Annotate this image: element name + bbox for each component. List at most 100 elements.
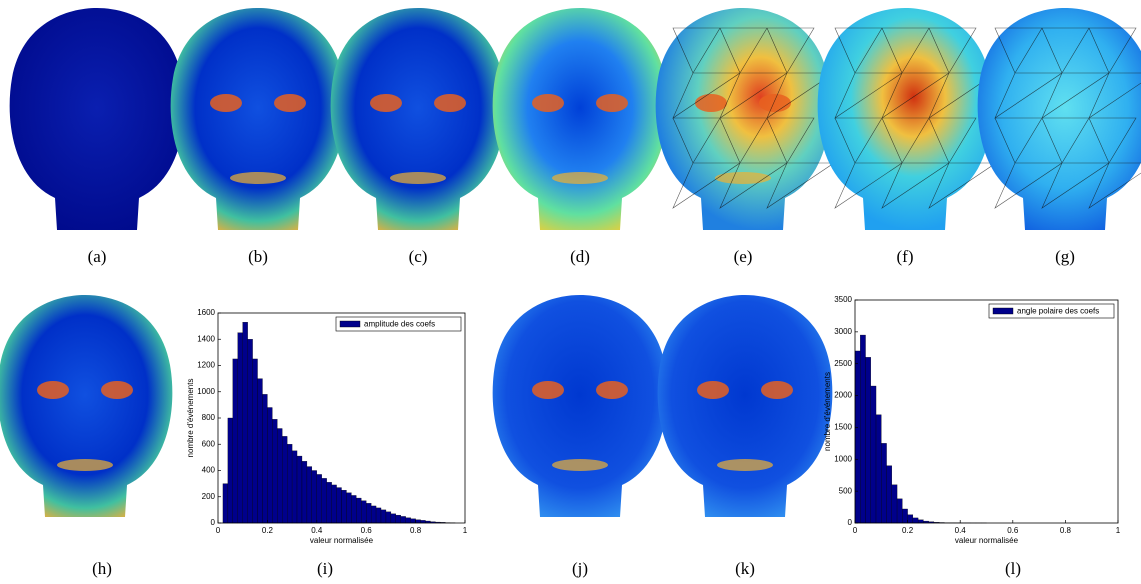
mesh-lines: [834, 27, 997, 209]
face-render: [330, 8, 506, 230]
x-tick-label: 0.2: [262, 526, 274, 535]
y-tick-label: 3500: [834, 295, 852, 304]
histogram-bar: [296, 455, 303, 524]
face-render: [655, 8, 831, 230]
histogram-bar: [870, 385, 877, 524]
eye-spot: [101, 381, 133, 399]
x-tick-label: 0.6: [361, 526, 373, 535]
panel-label: (a): [88, 247, 107, 266]
mouth-spot: [715, 172, 771, 184]
mouth-spot: [57, 459, 113, 471]
histogram-bar: [321, 478, 327, 524]
x-tick-label: 0.2: [902, 526, 914, 535]
eye-spot: [274, 94, 306, 112]
x-tick-label: 0.6: [1007, 526, 1019, 535]
eye-spot: [596, 381, 628, 399]
histogram-bar: [247, 339, 253, 524]
legend-swatch: [339, 320, 361, 328]
histogram-bar: [301, 461, 308, 524]
y-axis-label: nombre d'événements: [186, 379, 195, 458]
y-tick-label: 1400: [197, 334, 215, 343]
panel-label: (k): [735, 559, 755, 578]
eye-spot: [370, 94, 402, 112]
mouth-spot: [552, 172, 608, 184]
histogram-bar: [341, 490, 347, 524]
face-render: [170, 8, 346, 230]
y-tick-label: 1000: [834, 454, 852, 463]
panel-label: (c): [409, 247, 428, 266]
mouth-spot: [552, 459, 608, 471]
histogram-bar: [912, 517, 919, 524]
eye-spot: [596, 94, 628, 112]
face-render: [977, 8, 1141, 230]
mesh-lines: [994, 27, 1141, 209]
histogram-bar: [415, 519, 421, 524]
y-tick-label: 500: [839, 486, 853, 495]
legend-box: [335, 316, 462, 332]
legend-label: angle polaire des coefs: [1017, 307, 1099, 316]
histogram-bar: [232, 358, 238, 524]
histogram-bar: [400, 516, 406, 524]
face-render: [657, 295, 833, 517]
legend: angle polaire des coefs: [988, 303, 1115, 319]
histogram-bar: [257, 378, 263, 524]
y-tick-label: 2500: [834, 359, 852, 368]
histogram-bar: [865, 357, 871, 524]
panel-label: (g): [1055, 247, 1075, 266]
histogram-bar: [854, 350, 861, 524]
eye-spot: [695, 94, 727, 112]
histogram-bar: [311, 470, 317, 524]
histogram-bar: [907, 514, 914, 524]
histogram-bar: [361, 500, 367, 524]
y-tick-label: 400: [202, 466, 216, 475]
plot-frame: [854, 299, 1119, 524]
histogram-bar: [336, 487, 342, 524]
histogram-bar: [860, 334, 866, 524]
histogram-bar: [222, 483, 229, 524]
histogram-bar: [891, 484, 898, 524]
x-tick-label: 0: [853, 526, 858, 535]
x-tick-label: 1: [1116, 526, 1121, 535]
y-tick-label: 0: [848, 518, 853, 527]
x-tick-label: 0.8: [1060, 526, 1072, 535]
histogram-bar: [346, 492, 352, 524]
histogram-bar: [410, 518, 416, 524]
x-tick-label: 0.4: [311, 526, 323, 535]
histogram-bar: [331, 484, 337, 524]
x-axis-label: valeur normalisée: [310, 536, 374, 545]
mesh-lines: [672, 27, 835, 209]
face-render: [0, 295, 173, 517]
legend-label: amplitude des coefs: [364, 320, 435, 329]
y-tick-label: 200: [202, 492, 216, 501]
x-tick-label: 1: [463, 526, 468, 535]
eye-spot: [697, 381, 729, 399]
face-render: [9, 8, 185, 230]
panel-label: (f): [897, 247, 914, 266]
histogram-bar: [262, 394, 268, 524]
y-tick-label: 1000: [197, 387, 215, 396]
histogram-bar: [272, 419, 278, 524]
histogram-bar: [306, 466, 313, 524]
histogram-bar: [902, 508, 908, 524]
legend-swatch: [992, 307, 1014, 315]
panel-label: (e): [734, 247, 753, 266]
x-tick-label: 0.4: [955, 526, 967, 535]
histogram-bar: [326, 482, 332, 524]
y-tick-label: 800: [202, 413, 216, 422]
histogram-bar: [380, 509, 387, 524]
histogram-bar: [390, 513, 396, 524]
mouth-spot: [230, 172, 286, 184]
x-tick-label: 0.8: [410, 526, 422, 535]
legend: amplitude des coefs: [335, 316, 462, 332]
panel-label: (h): [92, 559, 112, 578]
histogram-bar: [252, 358, 258, 524]
panel-label: (l): [1005, 559, 1021, 578]
histogram-bar: [291, 450, 298, 524]
histogram-bar: [242, 322, 248, 524]
y-tick-label: 0: [211, 518, 216, 527]
panel-label: (d): [570, 247, 590, 266]
eye-spot: [37, 381, 69, 399]
y-tick-label: 3000: [834, 327, 852, 336]
histogram-bar: [356, 497, 362, 524]
